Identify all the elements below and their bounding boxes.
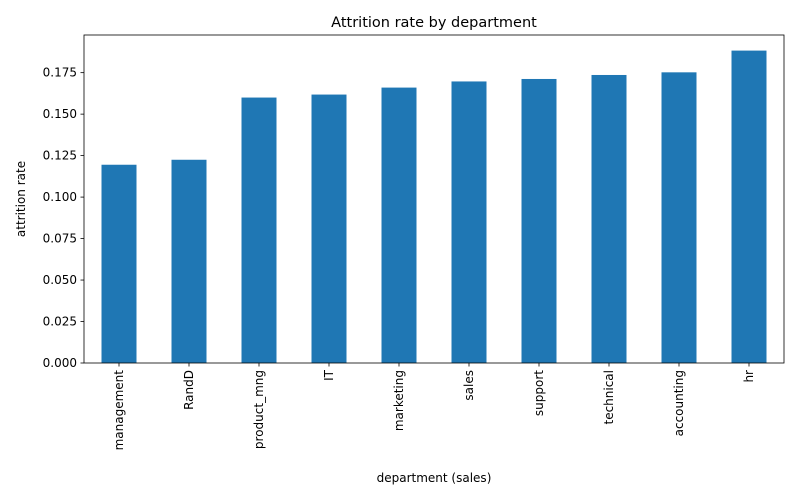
y-tick-label: 0.125 — [43, 149, 77, 163]
x-tick-label-RandD: RandD — [182, 370, 196, 410]
bar-accounting — [661, 72, 697, 363]
x-axis: management RandD product_mng IT marketing sal… — [112, 363, 756, 450]
y-tick-label: 0.000 — [43, 356, 77, 370]
bar-IT — [311, 94, 347, 363]
x-tick-label-accounting: accounting — [672, 370, 686, 436]
y-tick-label: 0.050 — [43, 273, 77, 287]
x-tick-label-sales: sales — [462, 370, 476, 401]
x-tick-label-management: management — [112, 370, 126, 451]
x-axis-label: department (sales) — [377, 471, 492, 485]
bar-marketing — [381, 87, 417, 363]
bar-technical — [591, 74, 627, 363]
x-tick-label-product_mng: product_mng — [252, 370, 266, 449]
y-tick-label: 0.100 — [43, 190, 77, 204]
plot-frame — [83, 34, 785, 364]
bar-RandD — [171, 159, 207, 363]
bars-group — [101, 50, 767, 364]
bar-support — [521, 78, 557, 363]
bar-sales — [451, 81, 487, 363]
x-tick-label-marketing: marketing — [392, 370, 406, 431]
x-tick-label-technical: technical — [602, 370, 616, 425]
x-tick-label-hr: hr — [742, 370, 756, 383]
bar-product_mng — [241, 97, 277, 364]
x-tick-label-IT: IT — [322, 369, 336, 381]
y-axis-label: attrition rate — [14, 161, 28, 237]
y-tick-label: 0.025 — [43, 315, 77, 329]
x-tick-label-support: support — [532, 370, 546, 416]
y-tick-label: 0.075 — [43, 232, 77, 246]
y-axis: 0.000 0.025 0.050 0.075 0.100 0.125 0.150 0.175 — [43, 66, 84, 370]
bar-management — [101, 164, 137, 363]
y-tick-label: 0.150 — [43, 107, 77, 121]
bar-hr — [731, 50, 767, 363]
chart-title: Attrition rate by department — [331, 15, 537, 31]
y-tick-label: 0.175 — [43, 66, 77, 80]
